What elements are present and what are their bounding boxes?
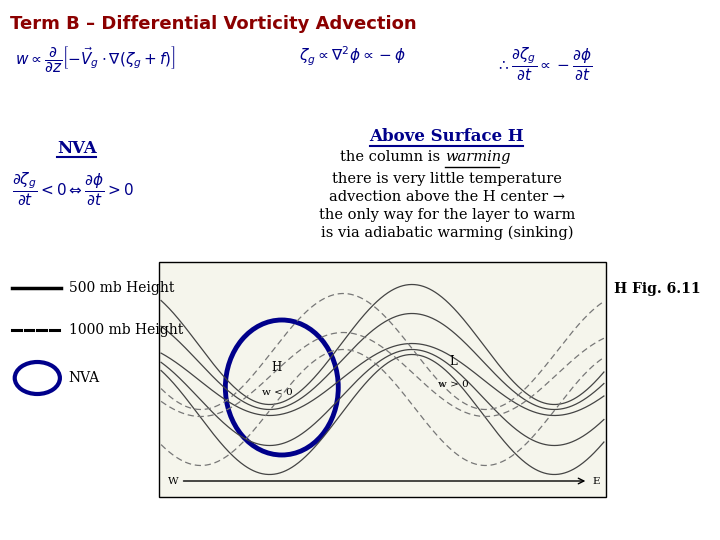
Text: the column is: the column is: [340, 150, 445, 164]
Text: there is very little temperature: there is very little temperature: [332, 172, 562, 186]
Text: is via adiabatic warming (sinking): is via adiabatic warming (sinking): [320, 226, 573, 240]
Text: $\zeta_g \propto \nabla^2\phi \propto -\phi$: $\zeta_g \propto \nabla^2\phi \propto -\…: [300, 45, 407, 68]
Text: H Fig. 6.11: H Fig. 6.11: [613, 282, 701, 296]
Text: w > 0: w > 0: [438, 380, 469, 389]
Text: Term B – Differential Vorticity Advection: Term B – Differential Vorticity Advectio…: [10, 15, 416, 33]
Text: NVA: NVA: [68, 371, 100, 385]
Text: L: L: [450, 355, 457, 368]
Text: $\dfrac{\partial \zeta_g}{\partial t} < 0 \Leftrightarrow \dfrac{\partial \phi}{: $\dfrac{\partial \zeta_g}{\partial t} < …: [12, 170, 133, 207]
Text: Above Surface H: Above Surface H: [369, 128, 524, 145]
Text: H: H: [271, 361, 282, 374]
Text: the only way for the layer to warm: the only way for the layer to warm: [318, 208, 575, 222]
Text: w < 0: w < 0: [261, 388, 292, 397]
Text: W: W: [168, 476, 178, 485]
Text: 1000 mb Height: 1000 mb Height: [68, 323, 183, 337]
Text: warming: warming: [445, 150, 510, 164]
Text: $w \propto \dfrac{\partial}{\partial z}\left[-\vec{V}_g \cdot \nabla(\zeta_g + f: $w \propto \dfrac{\partial}{\partial z}\…: [14, 45, 176, 75]
Text: E: E: [593, 476, 600, 485]
Text: NVA: NVA: [57, 140, 96, 157]
Text: advection above the H center →: advection above the H center →: [329, 190, 564, 204]
Bar: [159, 262, 606, 497]
Text: 500 mb Height: 500 mb Height: [68, 281, 174, 295]
Text: $\therefore \dfrac{\partial \zeta_g}{\partial t} \propto -\dfrac{\partial \phi}{: $\therefore \dfrac{\partial \zeta_g}{\pa…: [496, 45, 593, 83]
